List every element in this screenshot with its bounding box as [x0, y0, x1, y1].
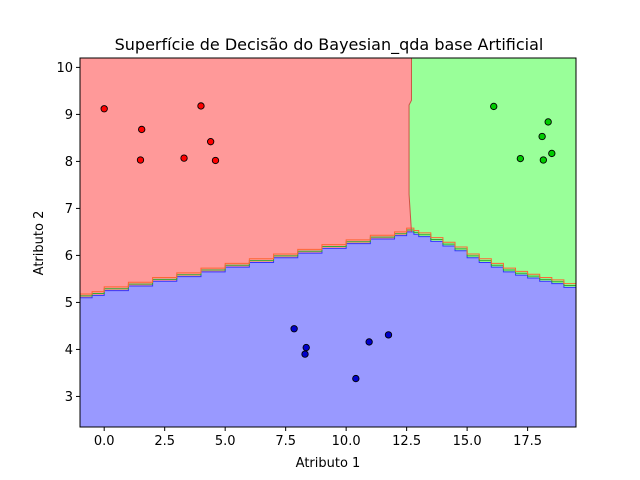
decision-boundary-line — [408, 58, 412, 232]
x-axis-title: Atributo 1 — [296, 456, 361, 471]
data-point — [301, 350, 309, 358]
plot-area — [80, 58, 576, 427]
y-tick-label: 9 — [65, 108, 73, 123]
data-point — [384, 331, 393, 339]
y-axis-title: Atributo 2 — [32, 211, 47, 276]
data-point — [180, 154, 188, 162]
data-point — [302, 343, 310, 352]
y-tick-label: 7 — [65, 202, 73, 217]
x-tick-label: 15.0 — [453, 434, 482, 449]
x-tick-label: 0.0 — [94, 434, 115, 449]
x-tick-label: 17.5 — [513, 434, 542, 449]
y-tick-label: 10 — [56, 61, 73, 76]
data-point — [290, 325, 298, 333]
data-point — [490, 102, 498, 111]
y-tick-label: 4 — [65, 343, 73, 358]
y-tick-label: 8 — [65, 155, 73, 170]
data-point — [352, 374, 360, 383]
data-point — [136, 156, 145, 164]
data-point — [138, 125, 146, 134]
data-point — [538, 132, 546, 141]
region-red — [80, 58, 412, 298]
data-point — [207, 138, 215, 146]
y-tick-label: 6 — [65, 249, 73, 264]
y-tick-label: 3 — [65, 390, 73, 405]
data-point — [365, 338, 373, 346]
data-point — [516, 154, 525, 163]
data-point — [211, 156, 220, 165]
data-point — [100, 105, 108, 113]
data-point — [544, 118, 552, 126]
data-point — [548, 149, 556, 158]
data-point — [539, 156, 547, 164]
data-point — [197, 102, 205, 110]
x-tick-label: 5.0 — [215, 434, 236, 449]
decision-boundary-line — [80, 227, 576, 295]
region-green — [409, 58, 576, 289]
x-tick-label: 2.5 — [154, 434, 175, 449]
y-tick-label: 5 — [65, 296, 73, 311]
axes: 0.0 2.5 5.0 7.5 10.0 12.5 15.0 17.5 3 4 5 6 7 8 9 10 — [56, 57, 577, 449]
x-tick-label: 7.5 — [275, 434, 296, 449]
x-tick-label: 10.0 — [332, 434, 361, 449]
x-tick-label: 12.5 — [392, 434, 421, 449]
chart-title: Superfície de Decisão do Bayesian_qda ba… — [115, 35, 544, 55]
plot-frame — [79, 57, 577, 428]
